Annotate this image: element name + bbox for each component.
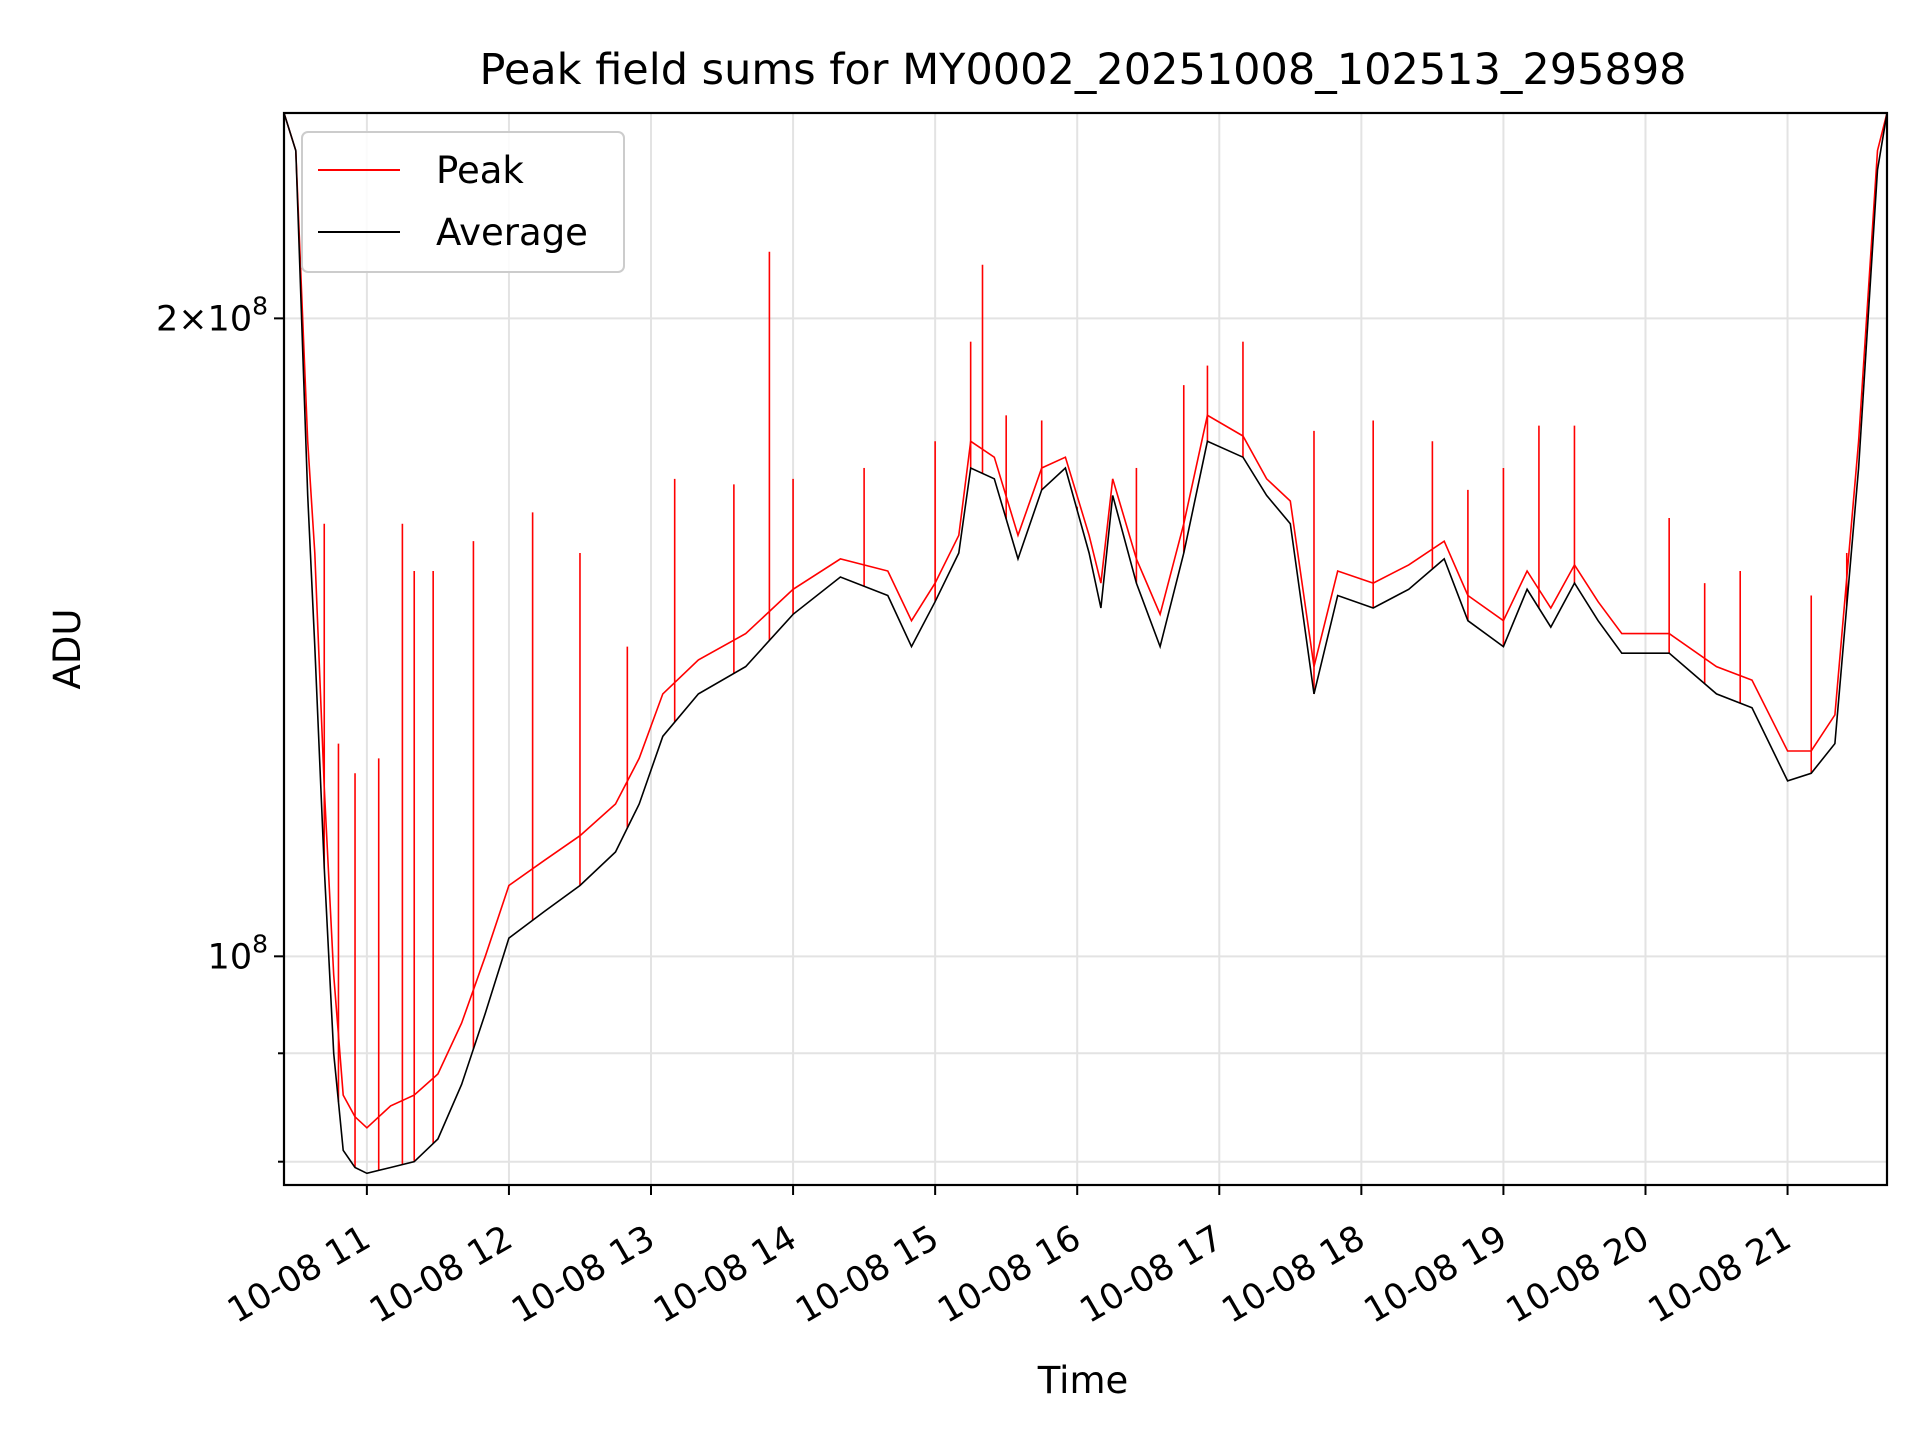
plot-frame [282,111,1889,1187]
legend: Peak Average [301,131,625,273]
x-axis-label: Time [1037,1359,1129,1402]
y-axis-label: ADU [46,609,89,690]
legend-label-average: Average [436,211,588,254]
chart-title: Peak field sums for MY0002_20251008_1025… [479,45,1686,95]
grid [284,113,1887,1185]
y-tick-label: 108 [208,929,268,977]
series-line-average [284,113,1887,1175]
y-axis: 108 2×108 [156,291,284,1163]
series-line-peak [284,113,1887,1129]
legend-box [301,131,625,273]
y-tick-label: 2×108 [156,291,268,339]
legend-label-peak: Peak [436,149,524,192]
series-layer [284,113,1887,1175]
